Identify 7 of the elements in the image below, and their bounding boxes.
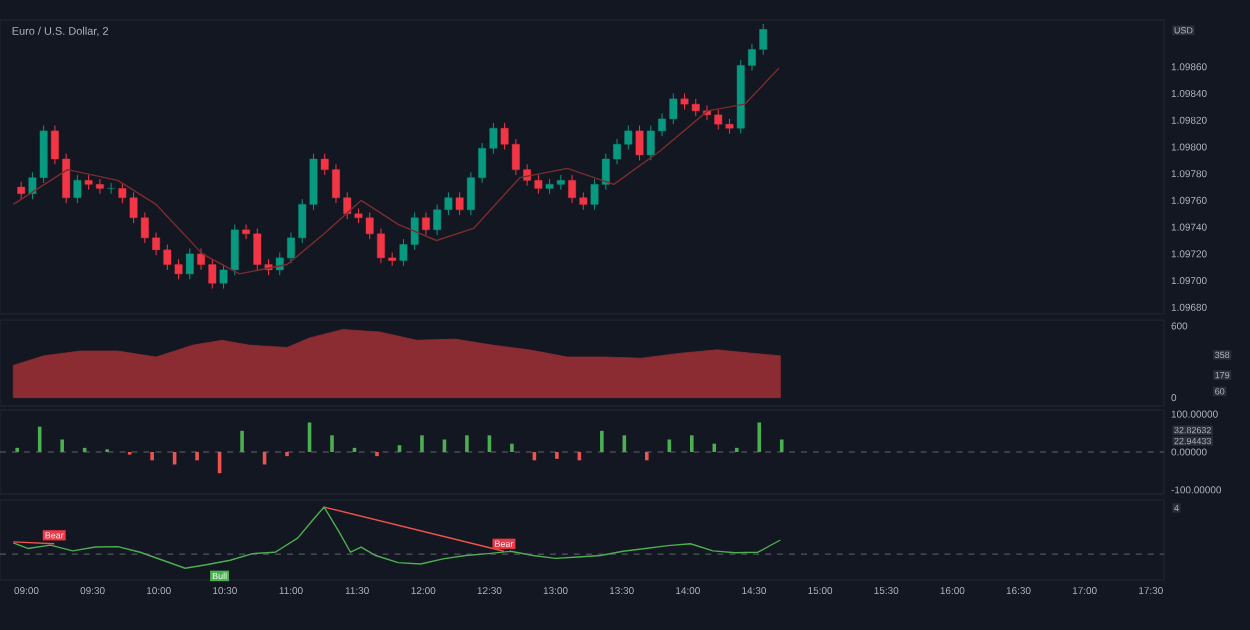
line-series — [12, 67, 780, 275]
candlestick — [422, 211, 430, 236]
candlestick — [107, 182, 116, 195]
candlestick — [455, 191, 464, 216]
candlestick — [635, 125, 644, 161]
candlestick — [185, 248, 194, 280]
candlestick — [73, 174, 82, 204]
